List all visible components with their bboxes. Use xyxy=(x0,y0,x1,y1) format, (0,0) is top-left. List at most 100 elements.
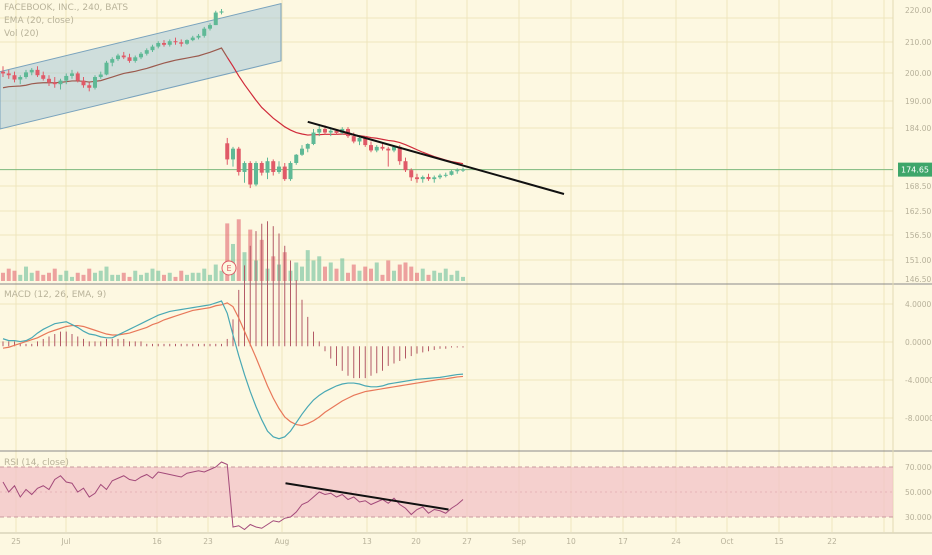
candle-body xyxy=(202,28,207,36)
macd-axis-label: 0.0000 xyxy=(905,338,931,347)
candle-body xyxy=(374,146,379,151)
ema-line xyxy=(2,47,228,89)
candle-body xyxy=(6,73,11,76)
candle-body xyxy=(150,46,155,51)
volume-bar xyxy=(426,274,431,281)
volume-bar xyxy=(139,274,143,281)
candle-body xyxy=(167,41,172,45)
candle-body xyxy=(415,177,419,180)
time-axis-label: 23 xyxy=(203,537,213,546)
volume-bar xyxy=(64,270,69,281)
candle-body xyxy=(133,57,138,61)
candle-body xyxy=(259,162,264,173)
candle-body xyxy=(449,171,454,175)
volume-bar xyxy=(317,256,322,281)
candle-body xyxy=(64,75,69,81)
candle-body xyxy=(87,85,92,88)
symbol-legend[interactable]: FACEBOOK, INC., 240, BATS xyxy=(4,3,129,13)
candle-body xyxy=(231,148,235,160)
candle-body xyxy=(12,75,17,80)
volume-bar xyxy=(81,274,86,281)
candle-body xyxy=(104,62,109,75)
price-axis-label: 156.50 xyxy=(905,231,931,240)
candle-body xyxy=(254,162,258,185)
candle-body xyxy=(242,162,247,172)
candle-body xyxy=(1,71,5,74)
volume-bar xyxy=(6,268,11,281)
volume-bar xyxy=(58,274,63,281)
candle-body xyxy=(219,11,224,13)
candle-body xyxy=(323,128,327,133)
candle-body xyxy=(277,166,281,172)
volume-bar xyxy=(24,266,28,281)
volume-bar xyxy=(346,272,350,281)
rsi-trendline xyxy=(285,482,449,511)
price-axis-label: 200.00 xyxy=(905,69,931,78)
volume-bar xyxy=(156,270,161,281)
volume-bar xyxy=(461,276,465,281)
price-axis-label: 162.50 xyxy=(905,207,931,216)
price-axis-label: 184.00 xyxy=(905,124,931,133)
rsi-legend[interactable]: RSI (14, close) xyxy=(4,458,69,468)
volume-bar xyxy=(162,274,166,281)
volume-bar xyxy=(98,270,103,281)
volume-bar xyxy=(369,268,373,281)
candle-body xyxy=(144,50,149,54)
time-axis-label: Sep xyxy=(512,537,526,546)
candle-body xyxy=(426,176,431,180)
ema-legend[interactable]: EMA (20, close) xyxy=(4,16,74,26)
rsi-axis-label: 30.0000 xyxy=(905,513,932,522)
candle-body xyxy=(271,161,276,172)
candle-body xyxy=(351,136,356,142)
volume-bar xyxy=(386,260,391,281)
volume-bar xyxy=(150,268,155,281)
candle-body xyxy=(185,40,189,44)
macd-legend[interactable]: MACD (12, 26, EMA, 9) xyxy=(4,290,107,300)
price-axis-label: 210.00 xyxy=(905,38,931,47)
candle-body xyxy=(380,146,385,149)
current-price-badge xyxy=(898,162,932,177)
price-axis-label: 146.50 xyxy=(905,275,931,284)
volume-bar xyxy=(52,268,57,281)
price-axis-label: 220.00 xyxy=(905,6,931,15)
volume-bar xyxy=(1,272,5,281)
time-axis-label: 17 xyxy=(618,537,628,546)
candle-body xyxy=(397,146,402,162)
time-axis-label: 24 xyxy=(671,537,681,546)
candle-body xyxy=(179,42,184,44)
candle-body xyxy=(357,137,362,142)
volume-bar xyxy=(438,272,442,281)
volume-bar xyxy=(420,268,425,281)
time-axis-label: 10 xyxy=(566,537,576,546)
candle-body xyxy=(311,132,316,145)
candle-body xyxy=(265,161,270,173)
time-axis-label: 15 xyxy=(774,537,784,546)
candle-body xyxy=(305,144,310,149)
macd-axis-label: 4.0000 xyxy=(905,300,931,309)
volume-bar xyxy=(397,264,402,281)
candle-body xyxy=(139,53,143,58)
volume-bar xyxy=(18,274,23,281)
volume-bar xyxy=(75,272,80,281)
volume-bar xyxy=(70,276,74,281)
time-axis-label: 20 xyxy=(411,537,421,546)
time-axis-label: 22 xyxy=(827,537,837,546)
candle-body xyxy=(461,169,465,171)
candle-body xyxy=(75,73,80,81)
time-axis-label: Jul xyxy=(60,537,70,546)
signal-line xyxy=(2,302,464,427)
candle-body xyxy=(47,78,51,83)
candle-body xyxy=(409,170,414,178)
price-trendline xyxy=(307,120,565,195)
volume-bar xyxy=(213,264,218,281)
rsi-axis-label: 70.0000 xyxy=(905,463,932,472)
volume-bar xyxy=(294,262,299,281)
volume-bar xyxy=(334,268,339,281)
candle-body xyxy=(282,166,287,180)
volume-bar xyxy=(144,272,149,281)
candle-body xyxy=(225,143,230,160)
volume-legend[interactable]: Vol (20) xyxy=(4,29,39,39)
volume-bar xyxy=(340,258,345,281)
volume-bar xyxy=(93,272,97,281)
